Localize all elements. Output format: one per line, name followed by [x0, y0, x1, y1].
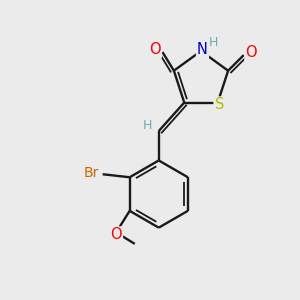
Text: H: H: [143, 119, 152, 132]
Text: O: O: [149, 42, 161, 57]
Text: H: H: [209, 36, 218, 49]
Text: O: O: [110, 227, 122, 242]
Text: N: N: [197, 42, 208, 57]
Text: O: O: [245, 45, 257, 60]
Text: Br: Br: [84, 166, 99, 180]
Text: S: S: [214, 98, 224, 112]
